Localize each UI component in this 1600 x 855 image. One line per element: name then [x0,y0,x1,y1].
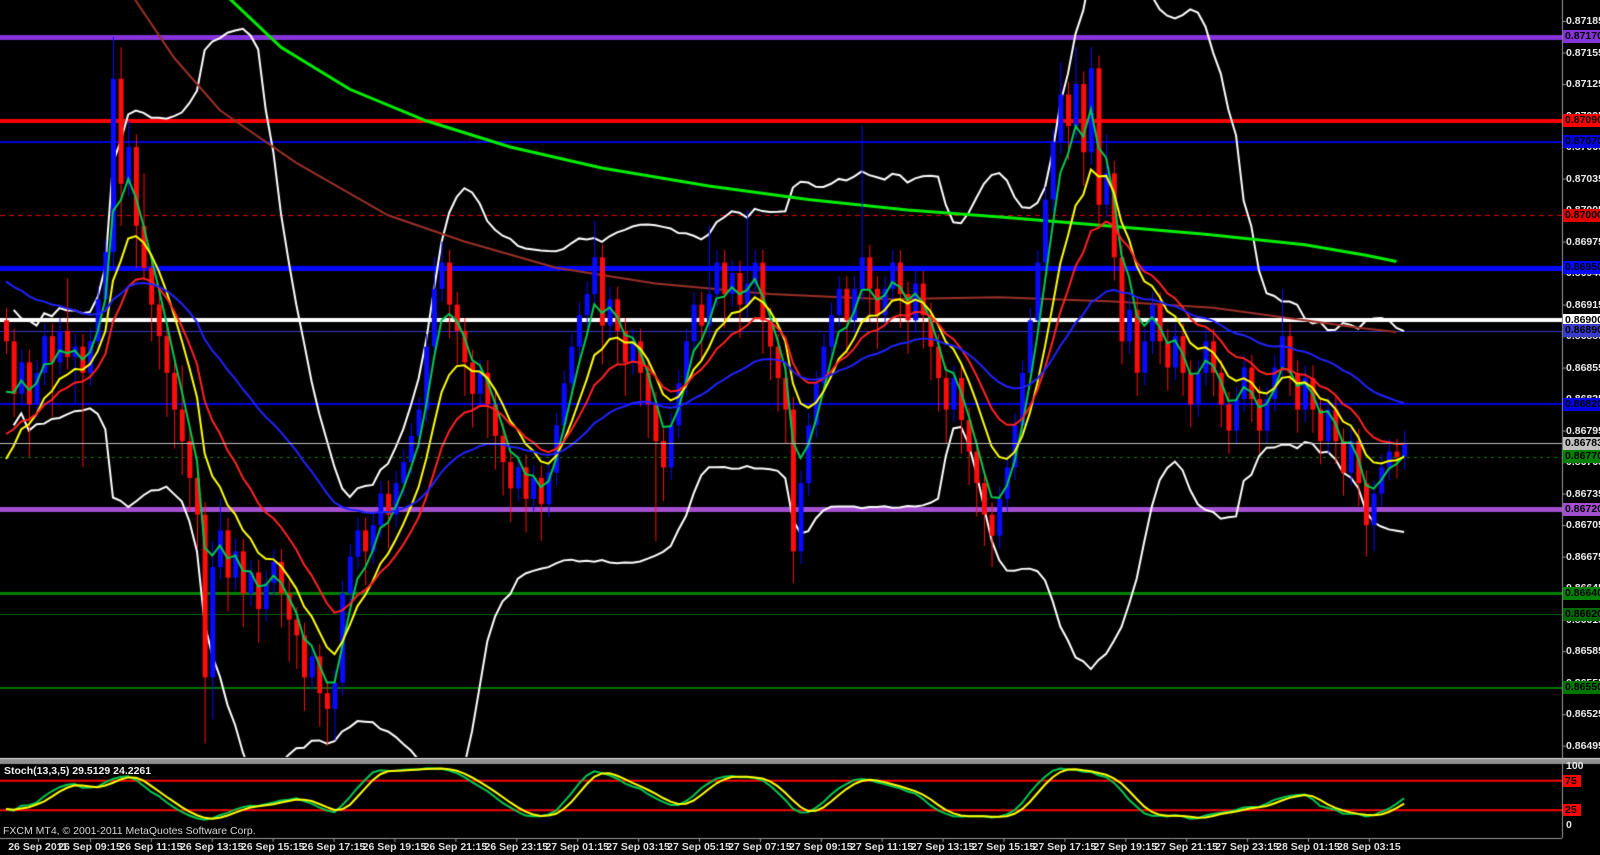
price-level-badge: 0.87170 [1563,30,1600,44]
time-axis-label: 27 Sep 01:15 [545,841,610,853]
stoch-level-badge: 75 [1563,774,1581,787]
time-axis-label: 26 Sep 21:15 [423,841,488,853]
price-level-badge: 0.86620 [1563,607,1600,621]
price-axis-label: 0.86495 [1566,739,1600,752]
price-axis-label: 0.86675 [1566,550,1600,563]
time-axis-label: 27 Sep 05:15 [667,841,731,853]
price-axis-label: 0.86795 [1566,424,1600,437]
time-axis-label: 27 Sep 19:15 [1093,841,1158,853]
price-axis-label: 0.87125 [1566,78,1600,91]
stoch-axis-label: 100 [1566,760,1584,772]
time-axis-label: 27 Sep 23:15 [1215,841,1279,853]
time-axis-label: 26 Sep 11:15 [119,841,183,853]
price-level-badge: 0.86950 [1563,261,1600,275]
price-level-badge: 0.86900 [1563,313,1600,327]
price-level-badge: 0.86720 [1563,502,1600,516]
time-axis-label: 26 Sep 19:15 [362,841,427,853]
price-axis-label: 0.86705 [1566,519,1600,532]
time-axis-label: 27 Sep 15:15 [971,841,1036,853]
price-level-badge: 0.87090 [1563,114,1600,128]
copyright-text: FXCM MT4, © 2001-2011 MetaQuotes Softwar… [3,825,256,837]
price-axis-label: 0.87155 [1566,46,1600,59]
time-axis-label: 28 Sep 01:15 [1276,841,1340,853]
price-level-badge: 0.86890 [1563,324,1600,338]
price-axis-label: 0.86855 [1566,361,1600,374]
price-axis-label: 0.86585 [1566,645,1600,658]
price-axis-label: 0.87035 [1566,172,1600,185]
price-level-badge: 0.86550 [1563,681,1600,695]
price-level-badge: 0.87000 [1563,208,1600,222]
time-axis-label: 26 Sep 2011 [8,841,68,853]
time-axis-label: 26 Sep 15:15 [240,841,305,853]
time-axis-label: 26 Sep 23:15 [484,841,549,853]
price-level-badge: 0.86820 [1563,397,1600,411]
price-axis-label: 0.86735 [1566,487,1600,500]
price-axis-label: 0.86525 [1566,708,1600,721]
price-level-badge: 0.86770 [1563,450,1600,464]
time-axis-label: 27 Sep 21:15 [1154,841,1219,853]
time-axis-label: 26 Sep 13:15 [179,841,244,853]
time-axis-label: 27 Sep 17:15 [1032,841,1097,853]
time-axis-label: 27 Sep 13:15 [910,841,975,853]
time-axis-label: 27 Sep 03:15 [606,841,670,853]
price-axis-label: 0.86915 [1566,298,1600,311]
stoch-level-badge: 25 [1563,804,1581,817]
price-axis-label: 0.87185 [1566,15,1600,27]
time-axis-label: 27 Sep 11:15 [850,841,914,853]
price-level-badge: 0.86640 [1563,586,1600,600]
stoch-indicator-label: Stoch(13,3,5) 29.5129 24.2261 [4,765,152,777]
time-axis-label: 28 Sep 03:15 [1337,841,1401,853]
time-axis-label: 27 Sep 09:15 [788,841,853,853]
price-axis-label: 0.86975 [1566,235,1600,248]
stoch-axis-label: 0 [1566,819,1572,831]
time-axis-label: 26 Sep 17:15 [301,841,366,853]
price-level-badge: 0.87070 [1563,135,1600,149]
time-axis-label: 26 Sep 09:15 [58,841,122,853]
price-level-badge: 0.86783 [1563,436,1600,450]
time-axis-label: 27 Sep 07:15 [728,841,792,853]
